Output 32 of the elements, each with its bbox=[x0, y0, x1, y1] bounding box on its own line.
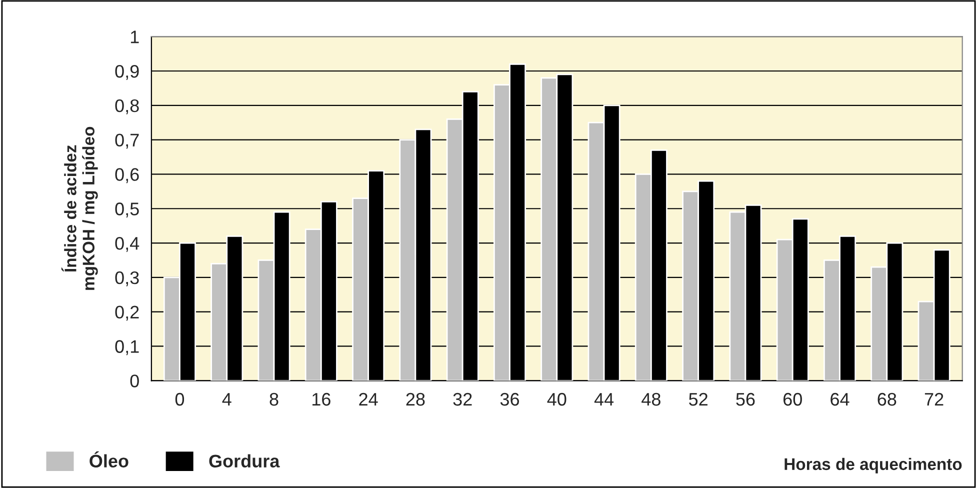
x-tick-label: 8 bbox=[270, 392, 278, 406]
x-tick-label: 24 bbox=[359, 392, 378, 406]
y-tick-label: 0,2 bbox=[115, 306, 139, 321]
y-tick-label: 0,5 bbox=[115, 202, 139, 218]
x-tick-label: 56 bbox=[736, 392, 755, 406]
x-tick-label: 36 bbox=[500, 392, 519, 406]
y-axis-title: Índice de acidez mgKOH / mg Lipídeo bbox=[61, 126, 98, 290]
y-tick-label: 0,8 bbox=[115, 99, 139, 114]
y-tick-label: 0,9 bbox=[115, 64, 139, 80]
legend-label: Gordura bbox=[209, 454, 280, 468]
y-tick-label: 0 bbox=[130, 374, 139, 388]
y-tick-label: 0,7 bbox=[115, 134, 139, 149]
y-tick-label: 1 bbox=[130, 30, 139, 44]
x-tick-label: 60 bbox=[783, 392, 802, 406]
y-tick-label: 0,4 bbox=[115, 236, 140, 252]
x-tick-label: 0 bbox=[175, 392, 184, 406]
y-tick-label: 0,1 bbox=[115, 340, 139, 356]
x-tick-label: 68 bbox=[878, 392, 896, 406]
x-tick-label: 28 bbox=[406, 392, 425, 406]
x-tick-label: 44 bbox=[594, 393, 614, 406]
y-tick-label: 0,6 bbox=[115, 168, 139, 184]
x-tick-label: 32 bbox=[453, 392, 472, 406]
x-tick-label: 52 bbox=[689, 392, 708, 406]
x-tick-label: 4 bbox=[222, 393, 232, 406]
x-tick-label: 40 bbox=[547, 392, 566, 406]
x-tick-label: 16 bbox=[312, 392, 330, 406]
x-tick-label: 48 bbox=[642, 392, 660, 406]
x-tick-label: 64 bbox=[830, 392, 850, 406]
x-tick-label: 72 bbox=[924, 392, 944, 406]
y-tick-label: 0,3 bbox=[115, 271, 139, 286]
x-axis-title: Horas de aquecimento bbox=[784, 458, 962, 474]
legend-label: Óleo bbox=[90, 451, 128, 468]
